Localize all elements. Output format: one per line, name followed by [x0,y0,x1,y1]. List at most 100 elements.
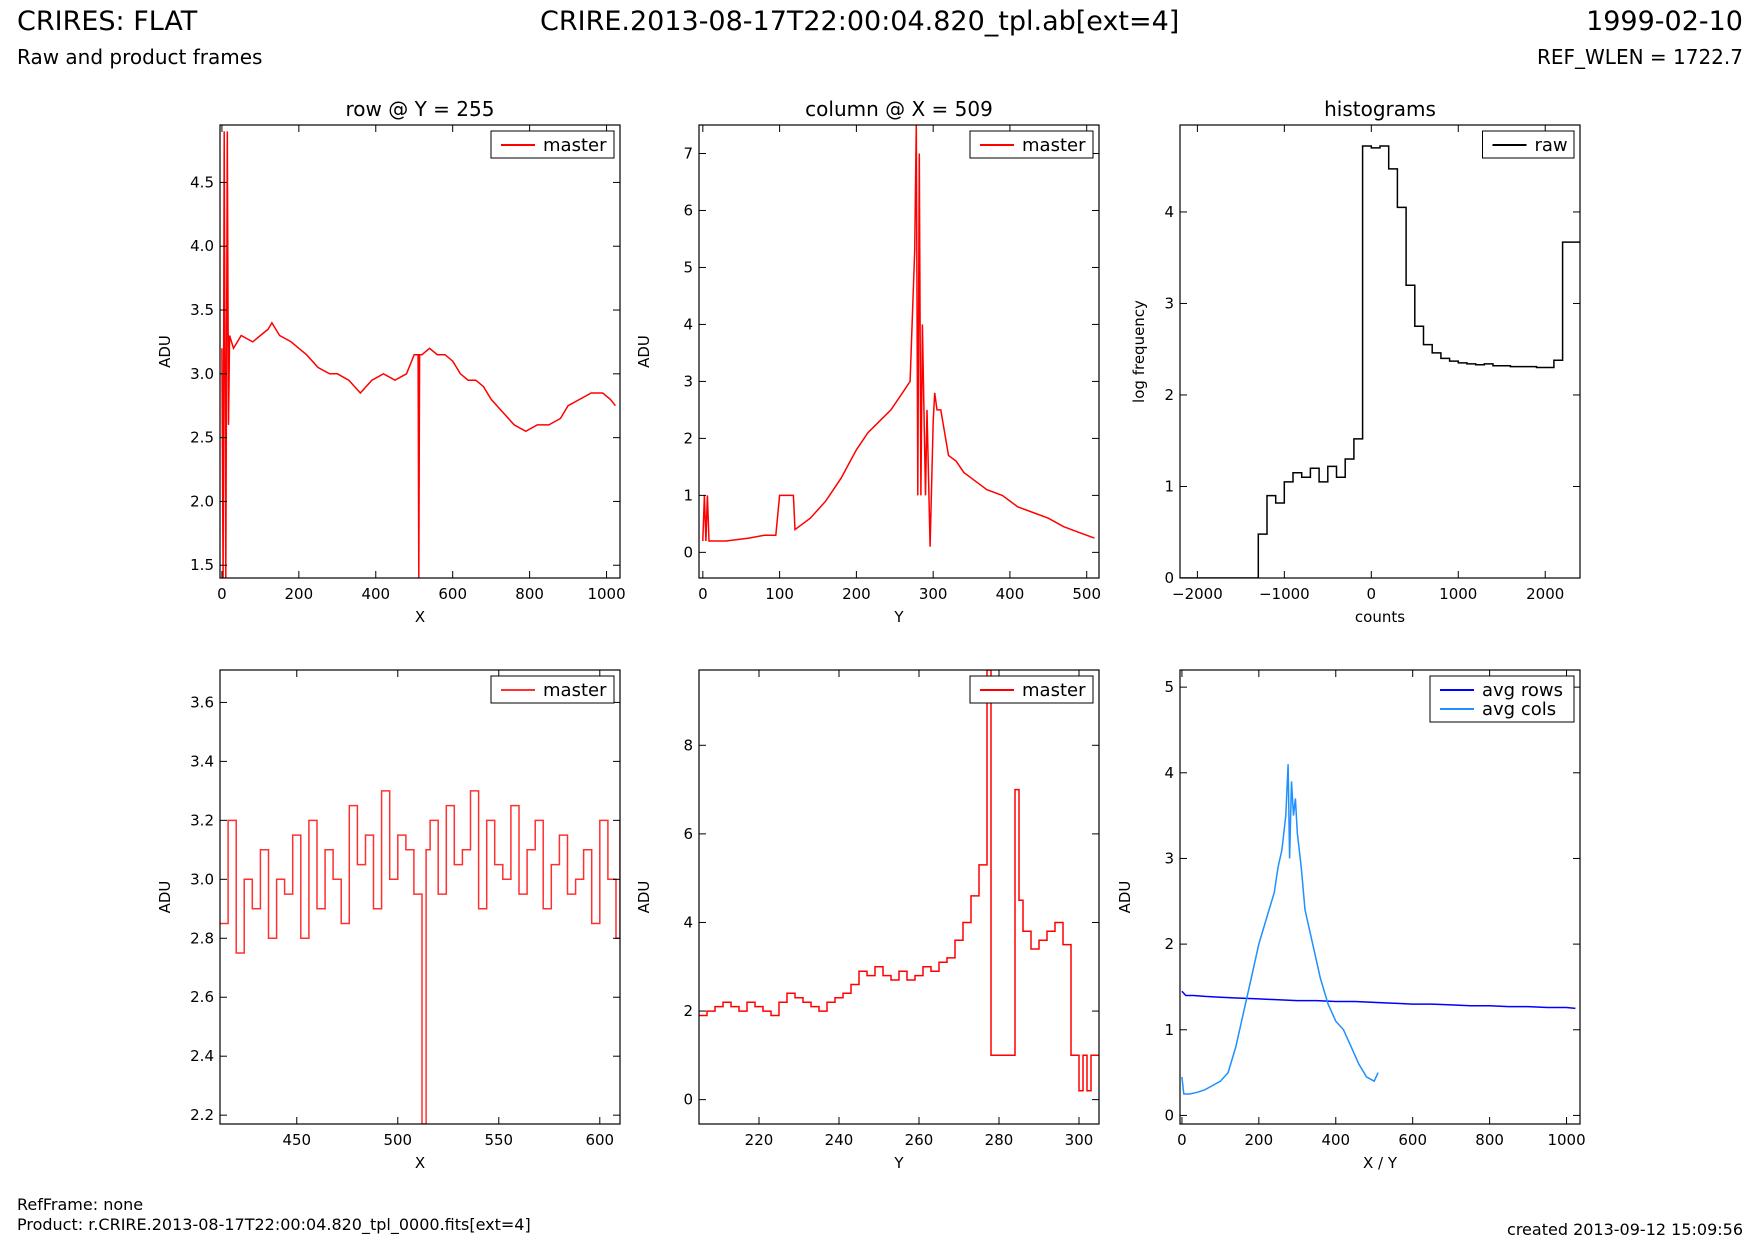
series-line-avg-rows [1181,990,1576,1010]
x-tick-label: 0 [1367,585,1377,603]
y-axis-label: log frequency [1130,300,1148,403]
x-tick-label: 200 [285,585,314,603]
y-tick-label: 7 [683,144,693,162]
y-tick-label: 2 [683,1002,693,1020]
y-tick-label: 4 [1164,764,1174,782]
y-tick-label: 3 [683,372,693,390]
x-tick-label: 2000 [1526,585,1564,603]
x-tick-label: 500 [1072,585,1101,603]
y-tick-label: 2 [1164,386,1174,404]
x-tick-label: 400 [1321,1131,1350,1149]
y-tick-label: 2.2 [190,1106,214,1124]
title-center: CRIRE.2013-08-17T22:00:04.820_tpl.ab[ext… [540,6,1180,37]
y-tick-label: 2.8 [190,929,214,947]
x-tick-label: 200 [842,585,871,603]
chart-title: histograms [1324,97,1436,121]
y-tick-label: 5 [1164,678,1174,696]
x-tick-label: 550 [484,1131,513,1149]
y-tick-label: 3.0 [190,365,214,383]
chart-panel-2: 0 100 200 300 400 500 0 1 2 3 4 5 6 7 column @ X = 509… [635,97,1101,626]
x-tick-label: 600 [438,585,467,603]
chart-panel-6: 0 200 400 600 800 1000 0 1 2 3 4 5 X / Y ADU avg rowsa… [1116,669,1586,1172]
y-tick-label: 2.6 [190,988,214,1006]
y-tick-label: 6 [683,201,693,219]
legend-box [490,130,615,159]
x-tick-label: 400 [361,585,390,603]
x-tick-label: 800 [1475,1131,1504,1149]
plot-frame [1179,124,1581,579]
x-tick-label: 220 [745,1131,774,1149]
series-line-master [699,670,1099,1092]
legend-label: master [1022,680,1086,701]
x-axis-label: Y [893,608,904,626]
y-tick-label: 1 [683,486,693,504]
y-tick-label: 4 [683,315,693,333]
x-tick-label: 1000 [587,585,625,603]
y-axis-label: ADU [156,881,174,914]
x-tick-label: 600 [585,1131,614,1149]
x-tick-label: 240 [825,1131,854,1149]
series-line-avg-cols [1181,764,1379,1095]
y-tick-label: 2.4 [190,1047,214,1065]
y-tick-label: 3.0 [190,870,214,888]
x-tick-label: 0 [698,585,708,603]
x-tick-label: 0 [1177,1131,1187,1149]
plot-frame [219,669,621,1125]
y-tick-label: 1 [1164,1021,1174,1039]
legend-label: avg cols [1482,699,1556,720]
x-tick-label: 300 [1065,1131,1094,1149]
y-axis-label: ADU [156,335,174,368]
y-axis-label: ADU [1116,881,1134,914]
title-left: CRIRES: FLAT [17,6,198,37]
x-tick-label: 1000 [1439,585,1477,603]
y-axis-label: ADU [635,335,653,368]
y-tick-label: 1.5 [190,556,214,574]
chart-panel-1: 0 200 400 600 800 1000 1.5 2.0 2.5 3.0 3.5 4.0 4.5 ro… [156,97,626,626]
plot-frame [1179,669,1581,1125]
legend-label: raw [1535,135,1568,156]
legend-label: master [543,135,607,156]
y-tick-label: 4 [1164,203,1174,221]
y-tick-label: 0 [1164,569,1174,587]
x-tick-label: 300 [919,585,948,603]
y-tick-label: 3.4 [190,752,214,770]
chart-title: column @ X = 509 [805,97,993,121]
subtitle-right: REF_WLEN = 1722.7 [1536,45,1743,69]
x-tick-label: 100 [765,585,794,603]
y-tick-label: 3.2 [190,811,214,829]
x-tick-label: 260 [905,1131,934,1149]
y-tick-label: 4 [683,913,693,931]
x-tick-label: 1000 [1547,1131,1585,1149]
series-line-master [702,125,1095,547]
y-tick-label: 4.0 [190,237,214,255]
series-line-raw [1180,145,1580,578]
y-tick-label: 5 [683,258,693,276]
y-axis-label: ADU [635,881,653,914]
x-tick-label: −2000 [1172,585,1223,603]
y-tick-label: 4.5 [190,173,214,191]
x-tick-label: 0 [217,585,227,603]
chart-panel-5: 220 240 260 280 300 0 2 4 6 8 Y ADU master [635,669,1100,1172]
title-right: 1999-02-10 [1586,6,1743,37]
plot-frame [219,124,621,579]
y-tick-label: 2.5 [190,429,214,447]
chart-panel-4: 450 500 550 600 2.2 2.4 2.6 2.8 3.0 3.2 3.4 3.6 X ADU… [156,669,621,1172]
x-tick-label: 500 [383,1131,412,1149]
footer-refframe: RefFrame: none [17,1195,144,1214]
y-tick-label: 3 [1164,849,1174,867]
chart-title: row @ Y = 255 [346,97,495,121]
x-axis-label: X [415,608,425,626]
legend-label: avg rows [1482,680,1563,701]
x-tick-label: 400 [996,585,1025,603]
x-axis-label: X [415,1154,425,1172]
legend-label: master [1022,135,1086,156]
footer-created: created 2013-09-12 15:09:56 [1507,1220,1743,1239]
x-axis-label: counts [1355,608,1405,626]
y-tick-label: 0 [683,543,693,561]
series-line-master [221,131,616,578]
subtitle-left: Raw and product frames [17,45,263,69]
plot-frame [698,669,1100,1125]
x-axis-label: Y [893,1154,904,1172]
y-tick-label: 0 [683,1091,693,1109]
